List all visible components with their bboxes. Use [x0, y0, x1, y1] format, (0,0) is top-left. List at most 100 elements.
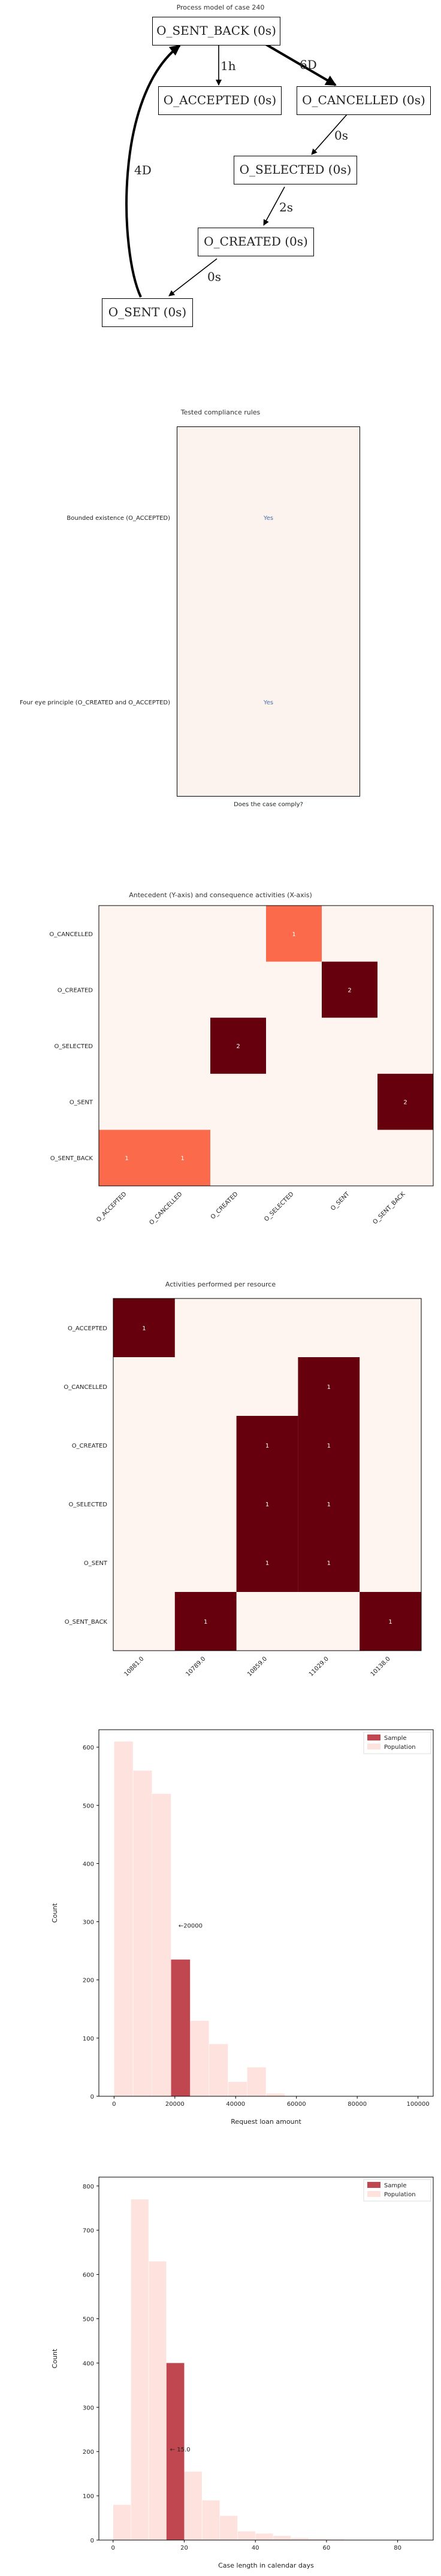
edge-sentback-cancelled — [262, 42, 337, 86]
heatmap-cell — [298, 1533, 360, 1592]
compliance-row-label-1: Bounded existence (O_ACCEPTED) — [67, 515, 170, 522]
heatmap-x-tick-label: 10789.0 — [185, 1655, 207, 1678]
heatmap-frame — [98, 905, 434, 1186]
heatmap-cell — [298, 1416, 360, 1475]
heatmap-y-tick-label: O_SENT — [70, 1100, 93, 1106]
y-tick-label: 100 — [83, 2493, 94, 2500]
compliance-xlabel: Does the case comply? — [234, 801, 303, 808]
population-bar — [201, 2500, 220, 2541]
y-tick-label: 600 — [83, 2272, 94, 2279]
heatmap-cell-label: 1 — [327, 1443, 331, 1449]
heatmap-cell-label: 1 — [265, 1560, 269, 1567]
edge-sent-sentback — [125, 44, 181, 298]
process-model-panel: Process model of case 240 O_SENT_BACK (0… — [0, 0, 441, 335]
y-tick-label: 200 — [83, 1978, 94, 1984]
heatmap-cell-label: 1 — [327, 1502, 331, 1508]
heatmap-x-tick-label: O_SENT — [330, 1191, 351, 1212]
compliance-title: Tested compliance rules — [180, 408, 261, 416]
edge-created-sent — [168, 258, 218, 296]
heatmap-cell-label: 1 — [142, 1325, 146, 1332]
y-tick-label: 600 — [83, 1745, 94, 1751]
population-bar — [209, 2044, 228, 2097]
sample-bar — [171, 1959, 191, 2096]
heatmap-cell — [155, 1130, 210, 1186]
legend-label-population: Population — [384, 1744, 416, 1751]
heatmap-cell-label: 1 — [180, 1155, 184, 1162]
x-tick-label: 60000 — [287, 2101, 306, 2108]
heatmap-cell — [210, 1018, 266, 1074]
population-bar — [228, 2081, 247, 2097]
heatmap-x-tick-label: O_ACCEPTED — [95, 1191, 128, 1224]
sample-bar — [166, 2363, 185, 2540]
heatmap-cell-label: 2 — [236, 1043, 240, 1050]
heatmap-y-tick-label: O_SELECTED — [68, 1502, 107, 1508]
heatmap-cell-label: 1 — [265, 1502, 269, 1508]
edge-label-0s-a: 0s — [334, 128, 348, 143]
heatmap-cell-label: 1 — [204, 1619, 207, 1625]
annotation-label: ←20000 — [179, 1923, 203, 1929]
x-tick-label: 100000 — [407, 2101, 430, 2108]
x-axis-label: Request loan amount — [231, 2118, 301, 2126]
y-tick-label: 500 — [83, 1803, 94, 1809]
heatmap-cell — [377, 1073, 433, 1130]
legend-swatch-population — [367, 1743, 380, 1749]
process-model-edges — [125, 42, 348, 298]
heatmap-cell — [298, 1475, 360, 1533]
compliance-row-label-2: Four eye principle (O_CREATED and O_ACCE… — [19, 700, 170, 706]
x-tick-label: 80000 — [348, 2101, 367, 2108]
heatmap-cell — [322, 961, 377, 1018]
legend-box — [363, 1732, 431, 1754]
population-bar — [132, 1770, 153, 2097]
y-tick-label: 800 — [83, 2184, 94, 2190]
edge-label-6d: 6D — [300, 57, 317, 72]
plot-frame — [98, 2177, 434, 2541]
heatmap-x-tick-label: O_CREATED — [210, 1191, 240, 1221]
heatmap-cell — [360, 1592, 421, 1651]
heatmap-cell-label: 1 — [125, 1155, 128, 1162]
y-axis-label: Count — [51, 1903, 59, 1923]
x-tick-label: 20 — [180, 2545, 188, 2551]
heatmap-x-tick-label: 10859.0 — [246, 1655, 268, 1678]
population-bar — [219, 2516, 238, 2541]
resource-title: Activities performed per resource — [165, 1281, 276, 1288]
heatmap-cell — [174, 1592, 237, 1651]
y-tick-label: 500 — [83, 2316, 94, 2323]
plot-frame — [98, 1729, 434, 2097]
y-tick-label: 100 — [83, 2036, 94, 2042]
x-tick-label: 20000 — [165, 2101, 185, 2108]
heatmap-cell — [298, 1357, 360, 1416]
heatmap-cell-label: 1 — [327, 1560, 331, 1567]
legend-swatch-sample — [367, 2182, 380, 2188]
resource-heatmap: 1 1 1 1 1 1 1 1 1 1 O_ACCEPTED O_CANCELLED O_CREATED… — [64, 1298, 422, 1678]
population-bar — [237, 2530, 256, 2541]
heatmap-x-tick-label: O_SELECTED — [263, 1191, 295, 1223]
y-tick-label: 300 — [83, 2405, 94, 2411]
edge-label-4d: 4D — [134, 163, 152, 177]
heatmap-y-tick-label: O_SENT_BACK — [50, 1155, 93, 1162]
antecedent-panel: Antecedent (Y-axis) and consequence acti… — [0, 880, 441, 1264]
population-bar — [273, 2535, 291, 2541]
antecedent-heatmap: 1 2 2 2 1 1 O_CANCELLED O_CREATED O_SELECTED O_SE… — [49, 905, 434, 1226]
heatmap-cell — [266, 906, 322, 962]
y-tick-label: 400 — [83, 1861, 94, 1867]
edge-label-0s-b: 0s — [207, 270, 221, 284]
y-tick-label: 0 — [90, 2538, 94, 2544]
heatmap-y-tick-label: O_SENT_BACK — [65, 1619, 108, 1625]
heatmap-y-tick-label: O_CANCELLED — [64, 1384, 107, 1391]
edge-cancelled-selected — [311, 113, 348, 155]
y-tick-label: 0 — [90, 2094, 94, 2100]
heatmap-cell — [236, 1416, 298, 1475]
population-bar — [255, 2533, 274, 2541]
heatmap-y-tick-label: O_SELECTED — [54, 1043, 93, 1050]
loan-histogram: 0 20000 40000 60000 80000 100000 0 100 200 300 400… — [51, 1729, 434, 2126]
heatmap-y-tick-label: O_CANCELLED — [49, 931, 93, 938]
legend-label-population: Population — [384, 2191, 416, 2198]
population-bar — [131, 2199, 149, 2541]
node-o-accepted: O_ACCEPTED (0s) — [158, 86, 282, 115]
compliance-plot-area — [177, 426, 360, 797]
heatmap-x-tick-label: O_SENT_BACK — [371, 1191, 406, 1225]
x-tick-label: 40 — [252, 2545, 259, 2551]
y-tick-label: 300 — [83, 1920, 94, 1926]
node-o-created: O_CREATED (0s) — [198, 228, 314, 256]
heatmap-cell — [236, 1533, 298, 1592]
